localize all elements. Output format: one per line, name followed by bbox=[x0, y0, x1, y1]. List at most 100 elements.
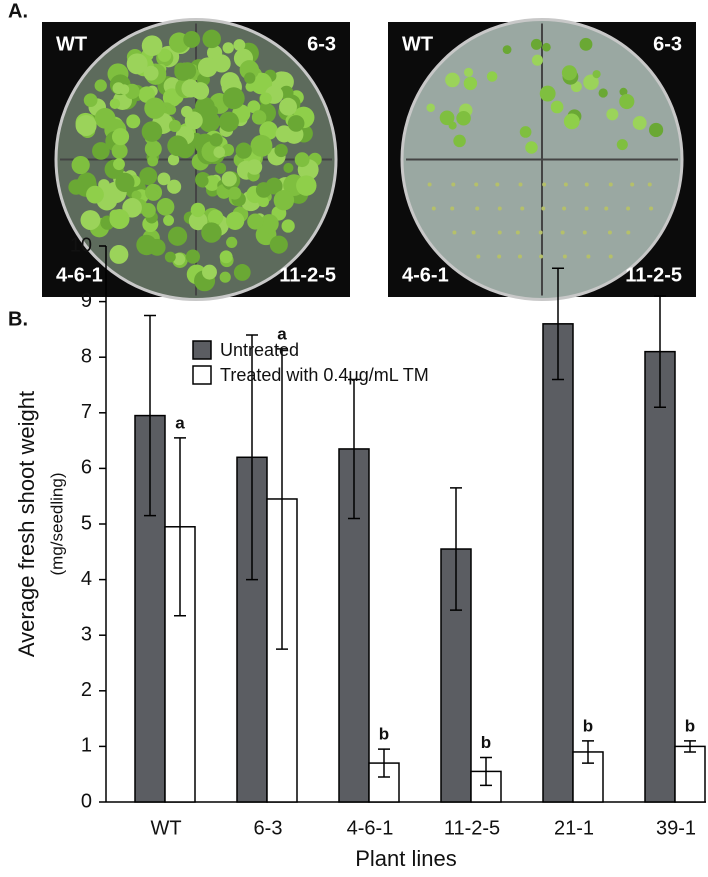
error-bar bbox=[552, 267, 564, 381]
seedling-leaf bbox=[147, 155, 159, 167]
y-tick-label: 5 bbox=[81, 512, 92, 534]
seedling-small bbox=[582, 230, 587, 235]
seedling-small bbox=[474, 182, 479, 187]
seedling-small bbox=[515, 230, 520, 235]
seedling-leaf bbox=[207, 209, 224, 225]
seedling-leaf bbox=[71, 155, 90, 175]
seedling-leaf bbox=[156, 198, 175, 216]
seedling-leaf bbox=[219, 250, 233, 264]
seedling-leaf bbox=[235, 142, 252, 159]
seedling-leaf bbox=[157, 48, 172, 63]
seedling-leaf bbox=[68, 179, 84, 195]
seedling-small bbox=[497, 206, 502, 211]
seedling-leaf bbox=[126, 114, 141, 129]
seedling-small bbox=[647, 182, 652, 187]
bar bbox=[674, 745, 706, 803]
seedling-leaf bbox=[296, 175, 317, 196]
seedling-leaf bbox=[519, 126, 532, 138]
seedling-leaf bbox=[287, 115, 305, 132]
seedling-leaf bbox=[619, 87, 628, 96]
seedling-leaf bbox=[259, 214, 279, 234]
error-bar bbox=[174, 437, 186, 617]
legend-swatch bbox=[192, 340, 212, 360]
seedling-small bbox=[431, 206, 436, 211]
seedling-leaf bbox=[439, 110, 455, 126]
seedling-small bbox=[562, 254, 567, 259]
seedling-leaf bbox=[233, 264, 251, 281]
seedling-leaf bbox=[530, 38, 542, 50]
seedling-small bbox=[450, 206, 455, 211]
seedling-small bbox=[451, 182, 456, 187]
seedling-small bbox=[517, 254, 522, 259]
seedling-leaf bbox=[190, 202, 206, 218]
seedling-leaf bbox=[247, 100, 261, 114]
seedling-leaf bbox=[486, 71, 498, 82]
seedling-leaf bbox=[136, 234, 157, 256]
seedling-leaf bbox=[213, 146, 226, 159]
plate-label: WT bbox=[402, 33, 433, 55]
seedling-leaf bbox=[226, 236, 238, 249]
seedling-leaf bbox=[579, 37, 593, 51]
seedling-leaf bbox=[258, 196, 269, 208]
seedling-leaf bbox=[163, 214, 175, 226]
seedling-leaf bbox=[269, 235, 288, 254]
seedling-small bbox=[541, 206, 546, 211]
seedling-leaf bbox=[111, 128, 130, 146]
plate-label: 4-6-1 bbox=[402, 264, 449, 286]
seedling-leaf bbox=[185, 249, 201, 264]
seedling-leaf bbox=[141, 121, 163, 142]
seedling-leaf bbox=[167, 154, 180, 166]
seedling-leaf bbox=[144, 97, 166, 119]
seedling-small bbox=[607, 230, 612, 235]
seedling-leaf bbox=[539, 85, 556, 102]
y-tick-label: 9 bbox=[81, 290, 92, 312]
seedling-leaf bbox=[531, 54, 543, 66]
seedling-leaf bbox=[222, 87, 245, 110]
seedling-leaf bbox=[83, 93, 98, 108]
plate-label: 11-2-5 bbox=[279, 264, 336, 286]
seedling-leaf bbox=[109, 208, 130, 230]
seedling-leaf bbox=[139, 167, 158, 186]
significance-letter: b bbox=[481, 733, 491, 752]
seedling-leaf bbox=[173, 253, 186, 266]
seedling-leaf bbox=[218, 111, 239, 132]
seedling-leaf bbox=[188, 211, 208, 231]
seedling-leaf bbox=[448, 121, 457, 130]
seedling-leaf bbox=[197, 57, 218, 78]
seedling-leaf bbox=[113, 158, 125, 171]
seedling-leaf bbox=[181, 79, 200, 98]
seedling-leaf bbox=[233, 39, 246, 51]
seedling-leaf bbox=[294, 152, 310, 168]
plate-label: 6-3 bbox=[653, 33, 682, 55]
seedling-leaf bbox=[157, 172, 171, 186]
seedling-leaf bbox=[167, 135, 189, 157]
seedling-leaf bbox=[111, 143, 128, 160]
error-bar bbox=[480, 756, 492, 787]
seedling-leaf bbox=[221, 171, 237, 187]
seedling-small bbox=[520, 206, 525, 211]
seedling-small bbox=[586, 254, 591, 259]
x-tick-label: 4-6-1 bbox=[347, 817, 394, 839]
panel-label: A. bbox=[8, 0, 28, 22]
error-bar bbox=[654, 295, 666, 408]
x-tick-label: 39-1 bbox=[656, 817, 696, 839]
seedling-leaf bbox=[244, 72, 256, 84]
seedling-small bbox=[563, 182, 568, 187]
seedling-leaf bbox=[167, 226, 188, 246]
seedling-leaf bbox=[80, 210, 101, 230]
seedling-small bbox=[630, 182, 635, 187]
error-bar bbox=[450, 487, 462, 611]
seedling-leaf bbox=[109, 98, 121, 109]
seedling-leaf bbox=[250, 72, 273, 95]
seedling-leaf bbox=[525, 141, 538, 154]
seedling-leaf bbox=[174, 63, 192, 81]
x-tick-label: 6-3 bbox=[254, 817, 283, 839]
x-tick-label: 21-1 bbox=[554, 817, 594, 839]
plate-label: WT bbox=[56, 33, 87, 55]
bar bbox=[542, 323, 574, 803]
seedling-leaf bbox=[550, 100, 564, 114]
plate-label: 6-3 bbox=[307, 33, 336, 55]
error-bar bbox=[246, 334, 258, 581]
plate-label: 11-2-5 bbox=[625, 264, 682, 286]
